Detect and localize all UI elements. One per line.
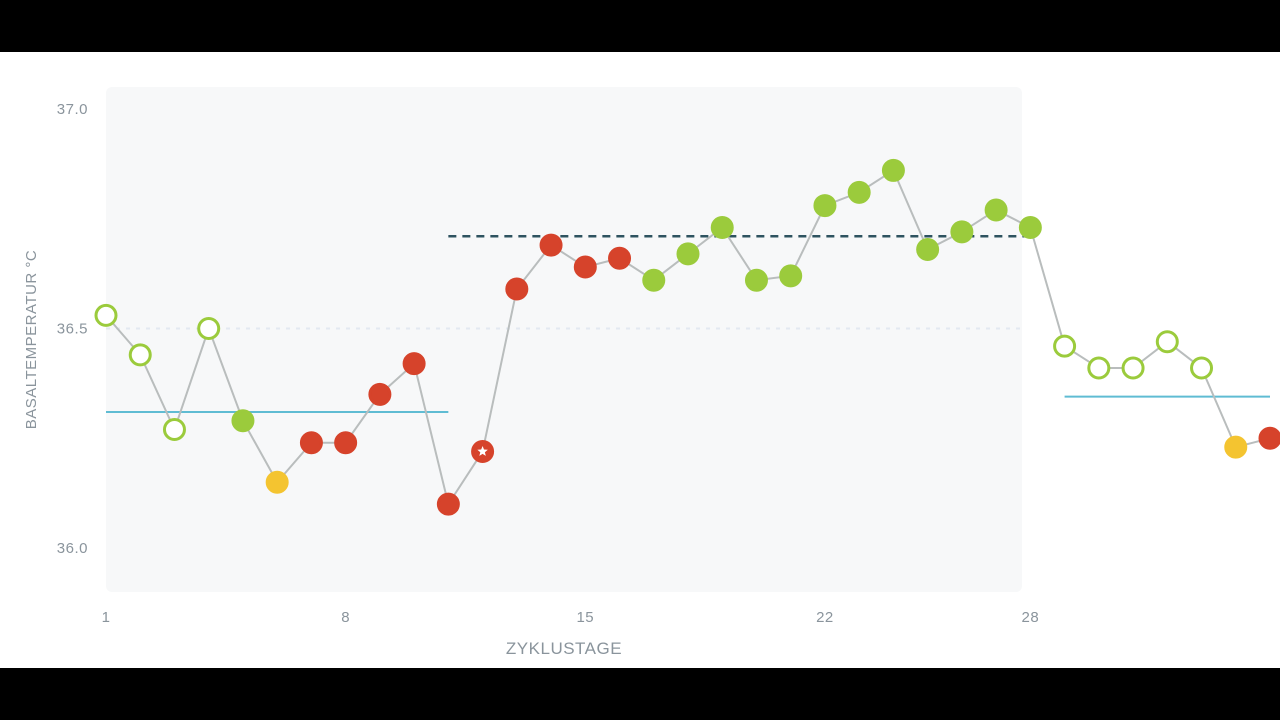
data-point <box>267 472 287 492</box>
y-tick-label: 37.0 <box>57 101 88 118</box>
basal-temperature-chart: 36.0 36.5 37.0 BASALTEMPERATUR °C 1 8 15 22 28 ZY… <box>0 52 1280 668</box>
data-point <box>370 384 390 404</box>
data-point <box>849 182 869 202</box>
data-point <box>883 160 903 180</box>
data-point <box>746 270 766 290</box>
data-point <box>781 266 801 286</box>
data-point <box>1157 332 1177 352</box>
data-point <box>130 345 150 365</box>
y-tick-label: 36.0 <box>57 540 88 557</box>
data-point <box>986 200 1006 220</box>
letterbox-top <box>0 0 1280 52</box>
data-point <box>952 222 972 242</box>
data-point <box>507 279 527 299</box>
data-point <box>1226 437 1246 457</box>
data-point <box>541 235 561 255</box>
data-point <box>1089 358 1109 378</box>
x-tick-label: 22 <box>816 609 834 626</box>
data-point <box>644 270 664 290</box>
x-tick-label: 8 <box>341 609 350 626</box>
y-tick-label: 36.5 <box>57 321 88 338</box>
data-point <box>1192 358 1212 378</box>
x-tick-label: 1 <box>102 609 111 626</box>
data-point <box>918 239 938 259</box>
data-point <box>1123 358 1143 378</box>
data-point <box>473 441 493 461</box>
x-axis-label: ZYKLUSTAGE <box>506 639 622 658</box>
data-point <box>815 196 835 216</box>
data-point <box>164 420 184 440</box>
data-point <box>1020 218 1040 238</box>
data-point <box>1055 336 1075 356</box>
x-tick-label: 28 <box>1022 609 1040 626</box>
x-tick-label: 15 <box>576 609 594 626</box>
data-point <box>610 248 630 268</box>
data-point <box>1260 428 1280 448</box>
data-point <box>336 433 356 453</box>
data-point <box>301 433 321 453</box>
data-point <box>96 305 116 325</box>
letterbox-bottom <box>0 668 1280 720</box>
data-point <box>575 257 595 277</box>
data-point <box>712 218 732 238</box>
data-point <box>438 494 458 514</box>
data-point <box>678 244 698 264</box>
data-point <box>233 411 253 431</box>
y-axis-label: BASALTEMPERATUR °C <box>23 250 40 429</box>
data-point <box>199 319 219 339</box>
plot-area <box>106 87 1022 592</box>
data-point <box>404 354 424 374</box>
